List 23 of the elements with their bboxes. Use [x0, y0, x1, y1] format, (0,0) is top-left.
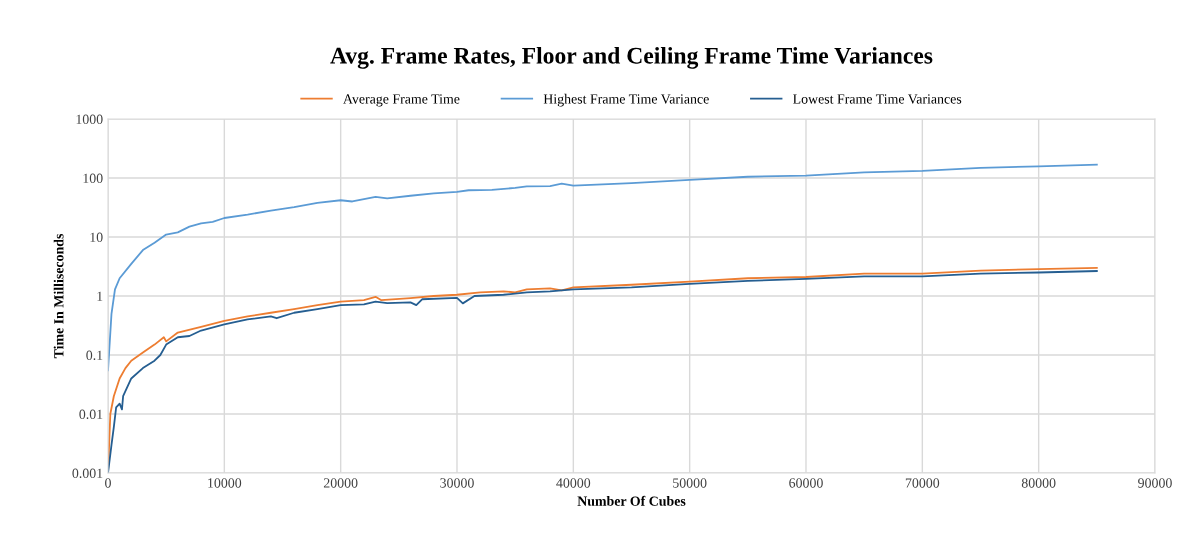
x-tick-label: 50000 — [673, 478, 707, 488]
x-tick-label: 10000 — [208, 478, 242, 488]
legend-label: Lowest Frame Time Variances — [793, 94, 962, 104]
legend-label: Average Frame Time — [343, 94, 460, 107]
y-tick-label: 0.01 — [79, 409, 103, 420]
x-tick-label: 70000 — [905, 478, 940, 488]
y-axis-title: Time In Milliseconds — [53, 233, 64, 359]
y-tick-label: 1 — [97, 291, 103, 301]
y-tick-label: 0.1 — [86, 350, 103, 361]
x-tick-label: 20000 — [323, 478, 358, 488]
x-tick-label: 30000 — [440, 478, 474, 488]
x-axis-title: Number Of Cubes — [577, 495, 686, 506]
chart-title: Avg. Frame Rates, Floor and Ceiling Frame Time Variances — [330, 47, 933, 69]
y-tick-label: 100 — [83, 173, 103, 183]
y-tick-label: 1000 — [76, 114, 103, 124]
x-tick-label: 40000 — [556, 478, 591, 488]
x-tick-label: 0 — [105, 478, 111, 488]
x-tick-label: 60000 — [789, 478, 823, 488]
y-tick-label: 0.001 — [72, 468, 103, 479]
x-tick-label: 80000 — [1021, 478, 1056, 488]
legend-label: Highest Frame Time Variance — [543, 93, 709, 107]
y-tick-label: 10 — [90, 232, 103, 242]
x-tick-label: 90000 — [1138, 478, 1172, 488]
